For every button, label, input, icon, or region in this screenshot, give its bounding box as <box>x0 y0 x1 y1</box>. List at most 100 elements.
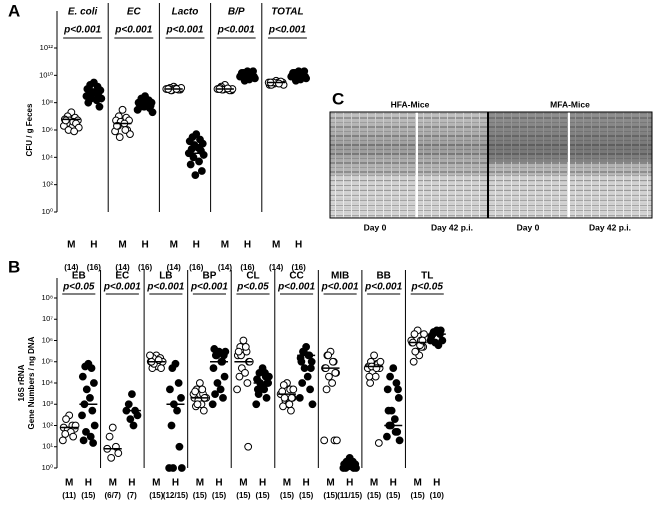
data-point <box>166 385 174 394</box>
panel-title: CL <box>246 271 259 282</box>
y-tick-label: 10¹⁰ <box>39 70 53 79</box>
data-point <box>193 400 202 409</box>
data-point <box>241 368 249 377</box>
group-label: M <box>118 240 126 251</box>
data-point <box>89 88 97 96</box>
data-point <box>126 415 135 424</box>
group-label: H <box>390 478 397 489</box>
data-point <box>124 400 133 409</box>
chart-a: 10⁰ 10² 10⁴ 10⁶ 10⁸ 10¹⁰ 10¹² CFU / g Feces E. c… <box>25 3 311 272</box>
data-point <box>198 385 207 394</box>
group-n: (16) <box>292 263 307 272</box>
data-point <box>84 98 93 107</box>
group-n: (15) <box>280 491 295 500</box>
y-tick-label: 10¹ <box>42 442 53 451</box>
group-label: M <box>239 478 247 489</box>
p-value: p<0.001 <box>146 282 184 293</box>
gel-border <box>329 111 653 219</box>
group-n: (15) <box>255 491 270 500</box>
p-value: p<0.001 <box>63 25 101 36</box>
gel-header: HFA-Mice <box>391 99 430 109</box>
group-n: (16) <box>189 263 204 272</box>
panel-title: MIB <box>331 271 349 282</box>
data-point <box>366 379 375 387</box>
data-point <box>216 385 225 394</box>
data-point <box>395 436 404 445</box>
group-label: H <box>295 240 302 251</box>
panel-title: TL <box>421 271 433 282</box>
p-value: p<0.001 <box>103 282 141 293</box>
data-point <box>244 442 253 451</box>
data-point <box>383 432 391 441</box>
panel-label: C <box>332 89 344 108</box>
group-n: (12/15) <box>163 491 189 500</box>
data-point <box>115 133 124 142</box>
data-point <box>197 167 206 175</box>
group-label: M <box>170 240 178 251</box>
group-label: H <box>259 478 266 489</box>
data-point <box>220 372 229 381</box>
group-n: (15) <box>149 491 164 500</box>
data-point <box>293 72 302 81</box>
data-point <box>261 368 269 377</box>
group-n: (11) <box>62 491 76 500</box>
group-n: (10) <box>430 491 445 500</box>
group-label: M <box>196 478 204 489</box>
y-tick-label: 10⁶ <box>42 125 53 134</box>
data-point <box>339 464 348 472</box>
y-tick-label: 10⁵ <box>42 357 53 366</box>
data-point <box>241 342 250 351</box>
data-point <box>133 411 142 420</box>
data-point <box>61 116 70 125</box>
data-point <box>210 345 219 353</box>
group-label: M <box>413 478 421 489</box>
data-point <box>191 171 200 180</box>
chart-b: 10⁰ 10¹ 10² 10³ 10⁴ 10⁵ 10⁶ 10⁷ 10⁸ 16S rRNA Gene … <box>17 270 447 500</box>
group-label: H <box>85 478 92 489</box>
data-point <box>213 379 222 387</box>
gel-image: HFA-Mice MFA-Mice Day 0 Day 42 p.i. Day … <box>329 99 653 232</box>
data-point <box>300 364 309 373</box>
y-tick-label: 10² <box>42 180 53 189</box>
p-value: p<0.001 <box>277 282 315 293</box>
data-point <box>322 385 331 394</box>
data-point <box>260 385 269 394</box>
y-axis-label: Gene Numbers / ng DNA <box>27 336 36 429</box>
data-point <box>300 67 309 76</box>
y-tick-label: 10⁶ <box>42 335 53 344</box>
data-point <box>384 406 393 415</box>
lane-label: Day 42 p.i. <box>589 222 631 232</box>
data-point <box>87 364 96 373</box>
p-value: p<0.001 <box>166 25 204 36</box>
data-point <box>88 406 97 415</box>
data-point <box>391 427 400 436</box>
group-n: (15) <box>367 491 382 500</box>
p-value: p<0.001 <box>321 282 359 293</box>
data-point <box>89 439 98 447</box>
group-n: (15) <box>386 491 401 500</box>
data-point <box>370 351 378 360</box>
group-label: M <box>221 240 229 251</box>
gel-lower <box>330 175 652 218</box>
group-n: (14) <box>269 263 284 272</box>
group-label: M <box>283 478 291 489</box>
group-n: (14) <box>64 263 79 272</box>
data-point <box>280 393 289 402</box>
group-label: M <box>370 478 378 489</box>
group-label: H <box>244 240 251 251</box>
group-n: (7) <box>127 491 137 500</box>
data-point <box>365 372 374 381</box>
data-point <box>234 347 243 356</box>
data-point <box>62 415 70 424</box>
group-label: H <box>172 478 179 489</box>
data-point <box>389 364 398 373</box>
data-point <box>69 432 78 441</box>
data-point <box>199 406 208 415</box>
lane-label: Day 42 p.i. <box>431 222 473 232</box>
p-value: p<0.05 <box>62 282 95 293</box>
y-tick-label: 10⁸ <box>41 98 53 107</box>
data-point <box>243 379 252 387</box>
group-n: (15) <box>212 491 227 500</box>
gel-header: MFA-Mice <box>550 99 590 109</box>
